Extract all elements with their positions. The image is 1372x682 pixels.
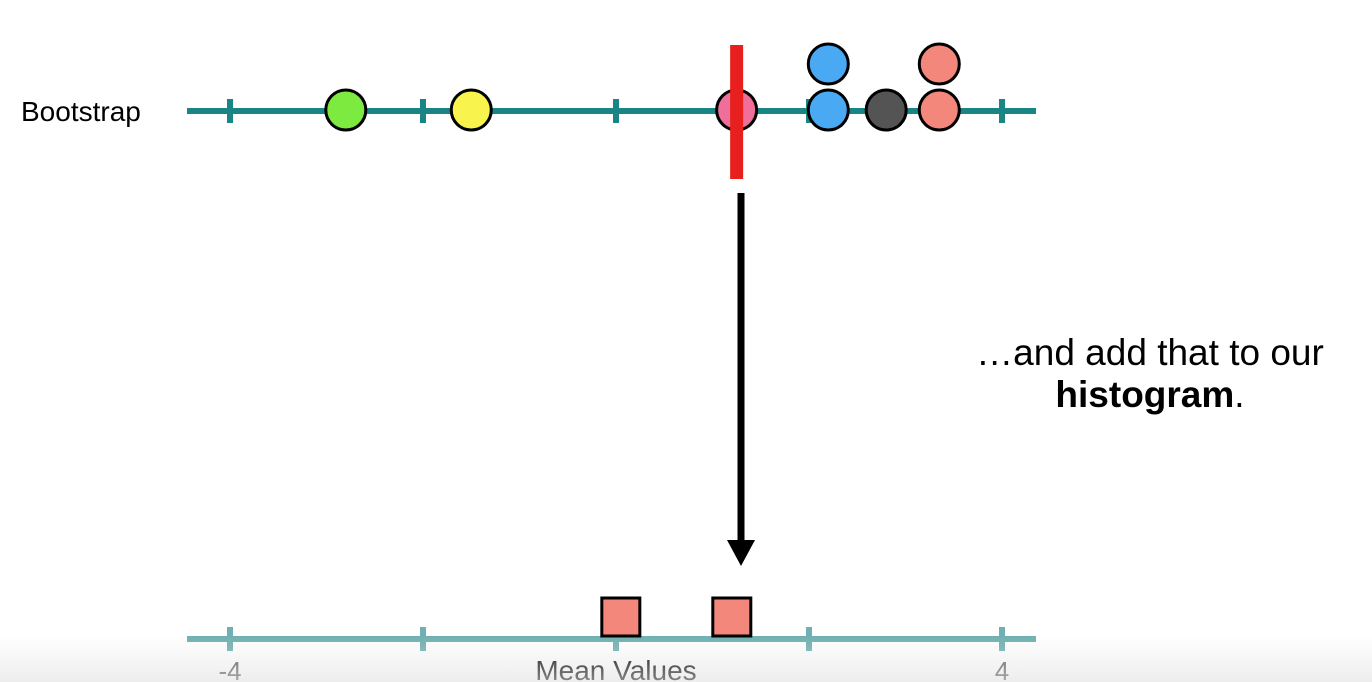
caption: …and add that to our histogram. — [900, 332, 1372, 416]
bootstrap-point — [864, 88, 908, 132]
bootstrap-point — [917, 42, 961, 86]
bootstrap-point — [806, 42, 850, 86]
caption-line2: histogram. — [900, 374, 1372, 416]
caption-bold-word: histogram — [1055, 374, 1235, 415]
mean-values-tick-label: -4 — [218, 656, 241, 682]
mean-marker-bar — [730, 45, 744, 179]
histogram-boxes — [600, 596, 753, 638]
histogram-box — [711, 596, 753, 638]
bootstrap-point — [449, 88, 493, 132]
histogram-box — [600, 596, 642, 638]
bootstrap-point — [806, 88, 850, 132]
mean-values-tick-label: 4 — [995, 656, 1009, 682]
down-arrow-head — [727, 540, 755, 566]
bootstrap-point — [917, 88, 961, 132]
bootstrap-axis-ticks — [227, 99, 1005, 123]
caption-line1: …and add that to our — [976, 332, 1324, 373]
bootstrap-point — [324, 88, 368, 132]
mean-values-axis-title: Mean Values — [535, 655, 696, 682]
bootstrap-axis-label: Bootstrap — [21, 96, 141, 127]
caption-suffix: . — [1234, 374, 1245, 415]
bootstrap-points — [324, 42, 961, 132]
